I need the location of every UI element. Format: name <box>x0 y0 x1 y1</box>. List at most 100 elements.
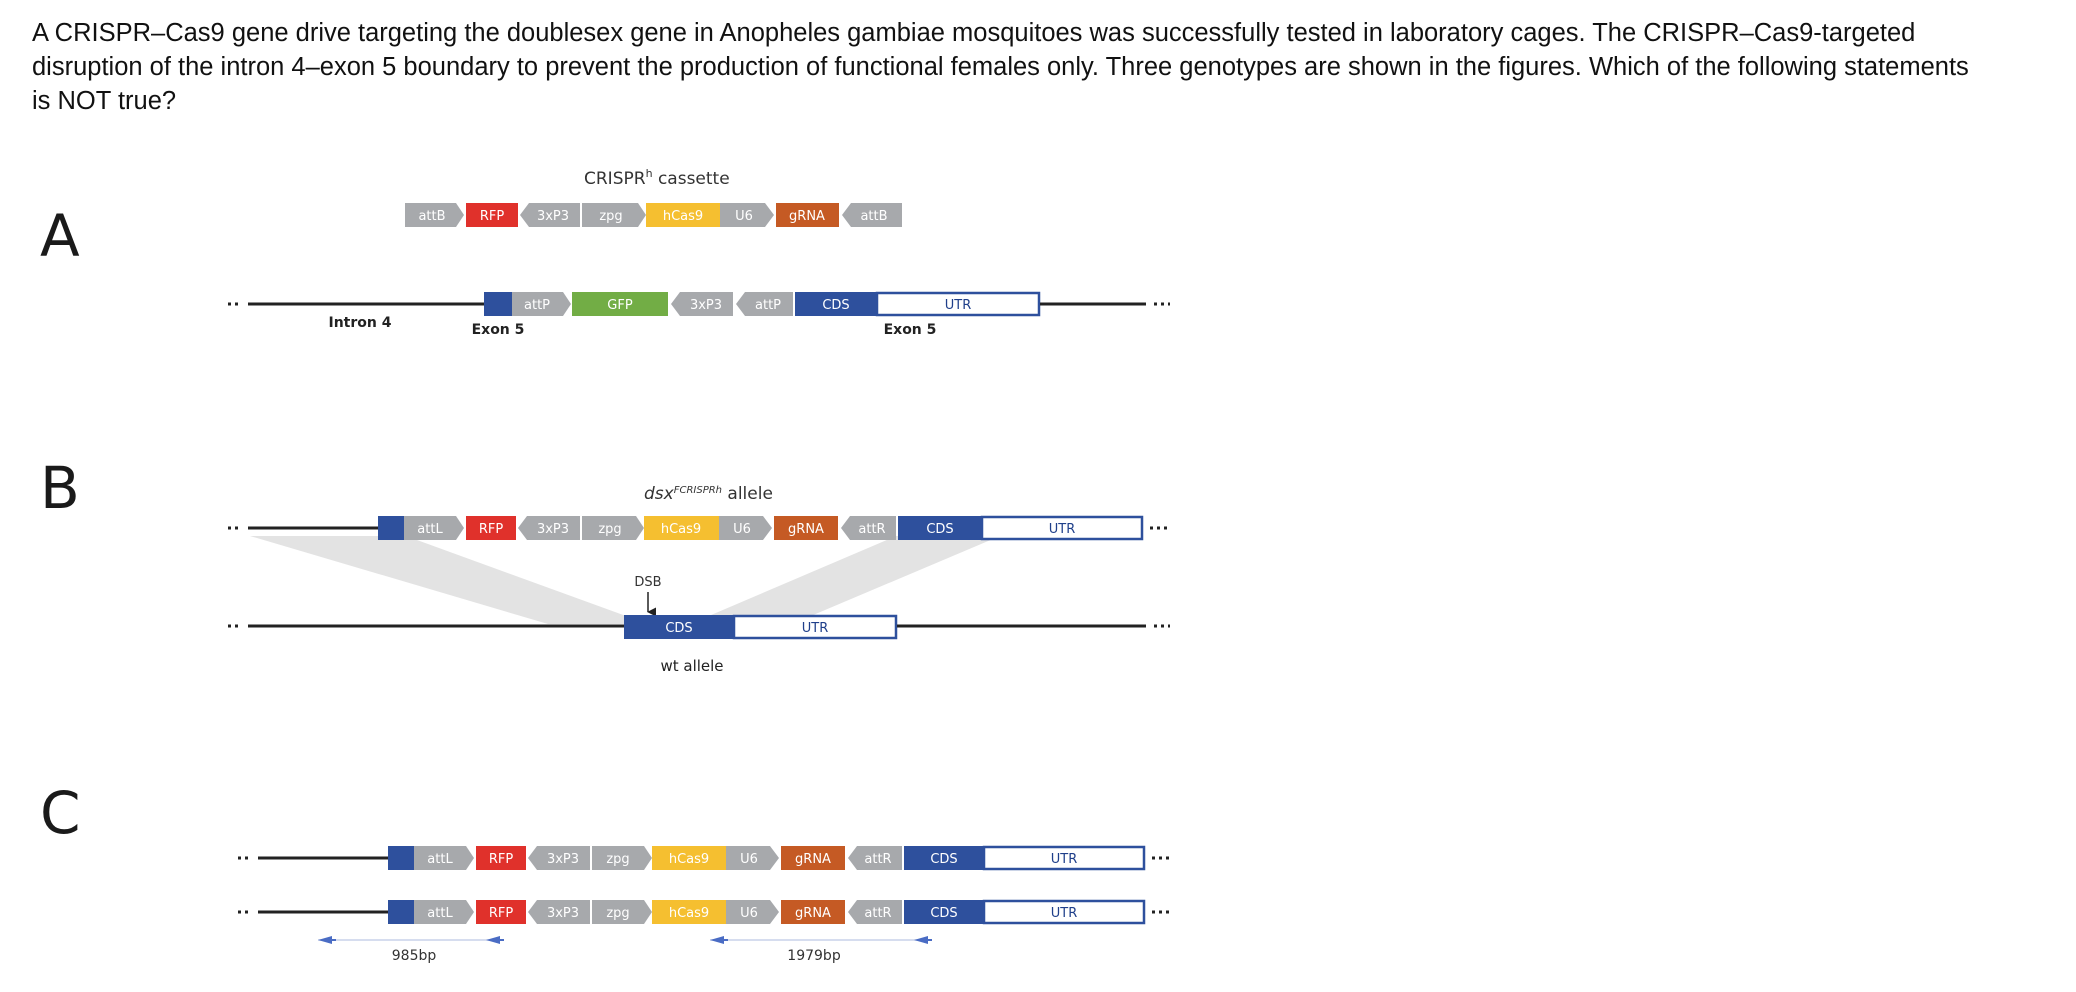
segment-label: gRNA <box>788 522 824 537</box>
segment-label: RFP <box>480 209 505 224</box>
segment-label: attB <box>860 209 887 224</box>
homology-shade-left <box>250 536 648 624</box>
segment-label: 3xP3 <box>690 298 722 313</box>
segment-gRNA <box>776 203 839 227</box>
segment-RFP <box>476 846 526 870</box>
segment-label: hCas9 <box>669 852 709 867</box>
segment-U6 <box>726 846 779 870</box>
segment-gRNA <box>781 900 845 924</box>
segment-label: 3xP3 <box>547 852 579 867</box>
segment-label: zpg <box>598 522 621 537</box>
segment-3xP3 <box>520 203 580 227</box>
segment-CDS <box>624 615 734 639</box>
segment-label: CDS <box>665 621 692 636</box>
segment-3xP3 <box>528 846 590 870</box>
segment-label: gRNA <box>789 209 825 224</box>
segment-label: hCas9 <box>669 906 709 921</box>
segment-U6 <box>720 203 774 227</box>
segment-label: hCas9 <box>663 209 703 224</box>
segment-label: CDS <box>930 852 957 867</box>
segment-label: U6 <box>733 522 751 537</box>
segment-attR <box>841 516 896 540</box>
segment-label: U6 <box>740 906 758 921</box>
intron4-label: Intron 4 <box>329 315 392 331</box>
target-locus-row: attP GFP 3xP3 attP CDS UTR <box>228 291 1170 317</box>
segment-label: CDS <box>930 906 957 921</box>
segment-3xP3 <box>528 900 590 924</box>
segment-label: attR <box>858 522 885 537</box>
segment-zpg <box>582 516 644 540</box>
segment-hCas9 <box>644 516 719 540</box>
segment-label: attL <box>417 522 443 537</box>
segment-attR <box>848 846 902 870</box>
segment-attP-left <box>512 292 571 316</box>
segment-UTR <box>982 899 1146 925</box>
segment-label: zpg <box>606 852 629 867</box>
segment-3xP3 <box>671 292 733 316</box>
segment-hCas9 <box>646 203 720 227</box>
segment-3xP3 <box>518 516 580 540</box>
segment-label: UTR <box>802 621 829 636</box>
segment-label: UTR <box>1051 906 1078 921</box>
segment-label: gRNA <box>795 906 831 921</box>
cassette-row: attB RFP 3xP3 zpg hCas9 U6 gRNA attB <box>405 203 902 227</box>
segment-UTR <box>732 614 898 640</box>
panel-letter-a: A <box>40 202 80 270</box>
segment-label: UTR <box>1051 852 1078 867</box>
segment-UTR <box>980 515 1144 541</box>
segment-label: RFP <box>489 852 514 867</box>
segment-attB-left <box>405 203 464 227</box>
segment-label: U6 <box>735 209 753 224</box>
segment-label: attB <box>418 209 445 224</box>
segment-UTR <box>875 291 1041 317</box>
segment-label: CDS <box>926 522 953 537</box>
question-text: A CRISPR–Cas9 gene drive targeting the d… <box>32 19 1969 115</box>
segment-exon5-start <box>388 900 414 924</box>
segment-UTR <box>982 845 1146 871</box>
segment-label: attR <box>864 906 891 921</box>
segment-exon5-start <box>378 516 404 540</box>
segment-label: attR <box>864 852 891 867</box>
pcr-primer-left <box>318 936 504 944</box>
segment-attR <box>848 900 902 924</box>
segment-gRNA <box>774 516 838 540</box>
segment-label: zpg <box>599 209 622 224</box>
segment-exon5-start <box>484 292 512 316</box>
segment-exon5-start <box>388 846 414 870</box>
panel-letter-c: C <box>40 779 81 847</box>
segment-GFP <box>572 292 668 316</box>
segment-label: zpg <box>606 906 629 921</box>
segment-label: attL <box>427 906 453 921</box>
dsx-crispr-allele-row: attL RFP 3xP3 zpg hCas9 U6 gRNA attR CDS… <box>228 515 1168 541</box>
exon5-label-left: Exon 5 <box>472 322 525 338</box>
segment-CDS <box>795 292 877 316</box>
panel-letter-b: B <box>40 454 80 522</box>
segment-label: 3xP3 <box>537 209 569 224</box>
segment-attB-right <box>842 203 902 227</box>
segment-CDS <box>904 846 984 870</box>
wt-allele-label: wt allele <box>660 657 723 675</box>
segment-label: CDS <box>822 298 849 313</box>
segment-hCas9 <box>652 846 726 870</box>
segment-label: attP <box>524 298 550 313</box>
segment-attL <box>414 846 474 870</box>
segment-label: UTR <box>1049 522 1076 537</box>
segment-attL <box>414 900 474 924</box>
segment-hCas9 <box>652 900 726 924</box>
segment-label: 3xP3 <box>547 906 579 921</box>
segment-label: gRNA <box>795 852 831 867</box>
segment-zpg <box>592 846 652 870</box>
segment-CDS <box>898 516 982 540</box>
segment-RFP <box>476 900 526 924</box>
cassette-title: CRISPRh cassette <box>584 167 730 189</box>
dsb-label: DSB <box>634 575 661 590</box>
homozygous-allele-row-1: attL RFP 3xP3 zpg hCas9 U6 gRNA attR CDS… <box>238 845 1170 871</box>
segment-label: hCas9 <box>661 522 701 537</box>
segment-U6 <box>726 900 779 924</box>
segment-RFP <box>466 203 518 227</box>
segment-RFP <box>466 516 516 540</box>
segment-label: UTR <box>945 298 972 313</box>
wt-allele-row: CDS UTR <box>228 614 1170 640</box>
segment-label: 3xP3 <box>537 522 569 537</box>
